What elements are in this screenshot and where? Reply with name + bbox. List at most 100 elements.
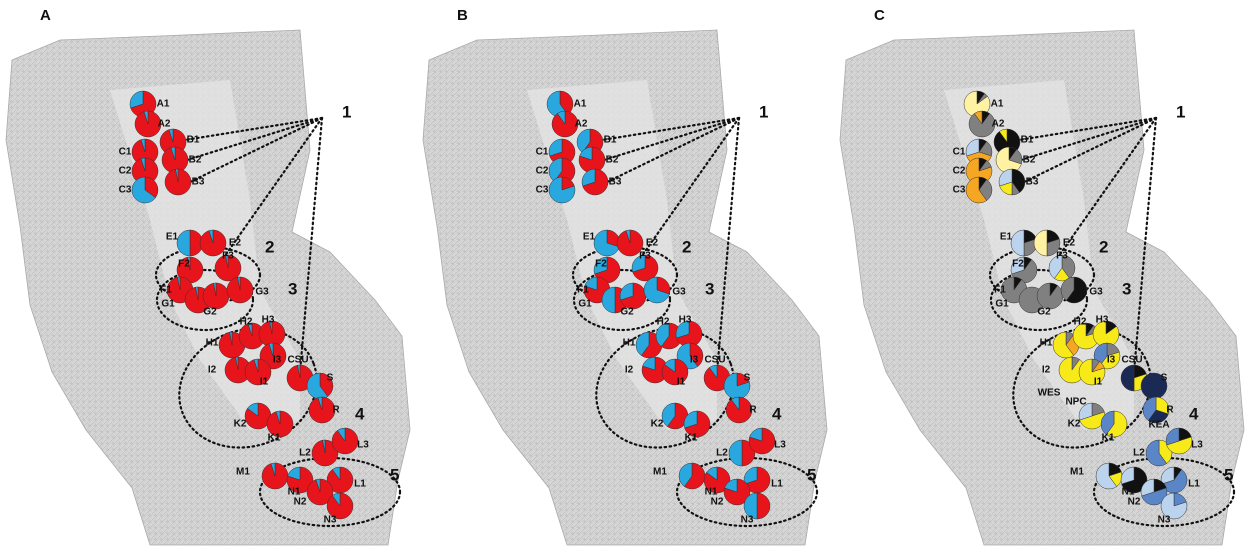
site-label: H1 (623, 338, 636, 349)
site-label: S (327, 373, 334, 384)
cluster-number: 1 (1176, 102, 1185, 121)
site-label: E1 (1000, 232, 1013, 243)
site-label: E2 (229, 238, 242, 249)
site-label: C2 (953, 166, 966, 177)
site-label: B3 (192, 177, 205, 188)
site-label: R (1166, 405, 1174, 416)
site-label: F1 (994, 285, 1006, 296)
cluster-number: 2 (1099, 237, 1108, 256)
site-label: E1 (166, 232, 179, 243)
site-label: B1 (187, 135, 200, 146)
cluster-number: 1 (759, 102, 768, 121)
site-label: B2 (189, 155, 202, 166)
site-label: L3 (1191, 440, 1203, 451)
site-label: A1 (157, 99, 170, 110)
site-label: L1 (354, 479, 366, 490)
site-label: K2 (1068, 419, 1081, 430)
site-label: N2 (711, 497, 724, 508)
site-label: H3 (679, 315, 692, 326)
site-label: L1 (771, 479, 783, 490)
panel-label: B (457, 7, 468, 24)
cluster-number: 2 (682, 237, 691, 256)
figure: A12345A1A2B1B2B3C1C2C3E1E2F2F3F1G1G2G3H1… (0, 0, 1251, 547)
site-label: G2 (1037, 307, 1051, 318)
site-label: N3 (324, 515, 337, 526)
site-label: C1 (536, 147, 549, 158)
site-label: F1 (577, 285, 589, 296)
cluster-number: 5 (1224, 465, 1233, 484)
site-label: F2 (1012, 259, 1024, 270)
site-label: M1 (1070, 467, 1084, 478)
site-label: N3 (741, 515, 754, 526)
site-label: E1 (583, 232, 596, 243)
site-label: K1 (1102, 433, 1115, 444)
site-label: L2 (299, 448, 311, 459)
site-label: CSU (704, 355, 725, 366)
cluster-number: 5 (807, 465, 816, 484)
site-label: S (1161, 373, 1168, 384)
site-label: H3 (262, 315, 275, 326)
site-label: G1 (995, 299, 1009, 310)
site-label: B3 (1026, 177, 1039, 188)
site-label: B1 (604, 135, 617, 146)
map-panel: A12345A1A2B1B2B3C1C2C3E1E2F2F3F1G1G2G3H1… (6, 7, 410, 545)
cluster-number: 3 (705, 279, 714, 298)
site-label: G2 (203, 307, 217, 318)
cluster-number: 2 (265, 237, 274, 256)
site-label: H1 (1040, 338, 1053, 349)
site-label: L2 (716, 448, 728, 459)
site-label: C2 (119, 166, 132, 177)
site-label: E2 (646, 238, 659, 249)
cluster-number: 4 (1189, 404, 1199, 423)
site-label: R (749, 405, 757, 416)
site-label: CSU (1121, 355, 1142, 366)
site-label: WES (1038, 388, 1061, 399)
site-label: G2 (620, 307, 634, 318)
site-label: A1 (991, 99, 1004, 110)
panel-label: C (874, 7, 885, 24)
site-label: K2 (651, 419, 664, 430)
site-label: C1 (953, 147, 966, 158)
map-panel: B12345A1A2B1B2B3C1C2C3E1E2F2F3F1G1G2G3H1… (423, 7, 827, 545)
site-label: L3 (774, 440, 786, 451)
site-label: I3 (1107, 355, 1116, 366)
site-label: I3 (273, 355, 282, 366)
site-label: H2 (240, 317, 253, 328)
site-label: C1 (119, 147, 132, 158)
site-label: F2 (178, 259, 190, 270)
cluster-number: 5 (390, 465, 399, 484)
site-label: N2 (294, 497, 307, 508)
site-label: F2 (595, 259, 607, 270)
site-label: H1 (206, 338, 219, 349)
site-label: H2 (657, 317, 670, 328)
site-label: N3 (1158, 515, 1171, 526)
map-panel: C12345A1A2B1B2B3C1C2C3E1E2F2F3F1G1G2G3H1… (840, 7, 1244, 545)
site-label: F3 (222, 251, 234, 262)
site-label: G1 (161, 299, 175, 310)
site-label: A2 (992, 119, 1005, 130)
site-label: I1 (1094, 377, 1103, 388)
panel-label: A (40, 7, 51, 24)
site-label: B1 (1021, 135, 1034, 146)
site-label: S (744, 373, 751, 384)
site-label: N2 (1128, 497, 1141, 508)
site-label: H2 (1074, 317, 1087, 328)
site-label: I2 (625, 365, 634, 376)
site-label: I2 (208, 365, 217, 376)
site-label: CSU (287, 355, 308, 366)
cluster-number: 4 (772, 404, 782, 423)
pie-slice (1037, 283, 1063, 309)
site-label: A2 (158, 119, 171, 130)
site-label: M1 (236, 467, 250, 478)
site-label: I3 (690, 355, 699, 366)
cluster-number: 3 (288, 279, 297, 298)
site-label: B3 (609, 177, 622, 188)
cluster-number: 3 (1122, 279, 1131, 298)
site-label: C3 (119, 185, 132, 196)
site-label: L3 (357, 440, 369, 451)
site-label: A1 (574, 99, 587, 110)
site-label: B2 (606, 155, 619, 166)
site-label: G3 (1089, 287, 1103, 298)
site-label: KEA (1148, 420, 1169, 431)
site-label: G1 (578, 299, 592, 310)
